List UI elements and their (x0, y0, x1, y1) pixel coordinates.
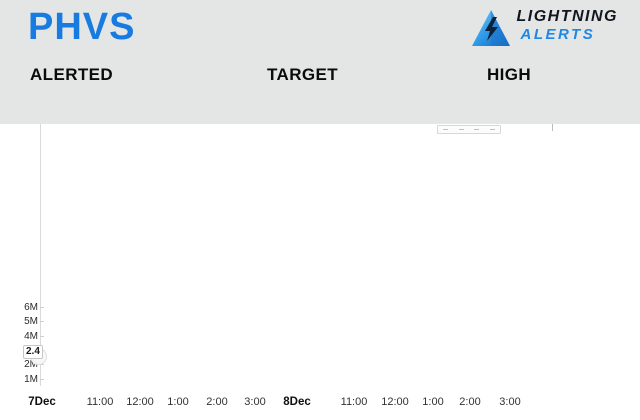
toolbar-glyph (443, 129, 449, 130)
chart-mini-toolbar[interactable] (437, 125, 501, 134)
toolbar-glyph (458, 129, 464, 130)
x-tick-label: 11:00 (86, 396, 114, 408)
lightning-bolt-triangle-icon (471, 10, 510, 46)
toolbar-glyph (474, 129, 480, 130)
x-tick-label: 12:00 (126, 396, 154, 408)
column-header-target: TARGET (267, 65, 339, 84)
x-tick-label: 11:00 (340, 396, 368, 408)
brand-name-top: LIGHTNING (516, 8, 618, 25)
y-tick-label: 6M (24, 302, 38, 313)
x-tick-label-day: 7Dec (28, 396, 56, 408)
y-tick-label: 2M (24, 359, 38, 370)
brand-text: LIGHTNING ALERTS (516, 8, 619, 43)
plot-right-tick (552, 124, 553, 131)
y-tick-label: 1M (24, 374, 38, 385)
toolbar-glyph (489, 129, 495, 130)
x-tick-label: 1:00 (167, 396, 189, 408)
header: PHVS LIGHTNING ALERTS ALERTED (0, 0, 640, 125)
x-tick-label: 3:00 (244, 396, 266, 408)
y-tick (40, 336, 44, 337)
x-tick-label-day: 8Dec (283, 396, 311, 408)
y-tick-label: 4M (24, 331, 38, 342)
y-tick (40, 321, 44, 322)
y-axis-value-marker: 2.4 (23, 345, 43, 359)
column-header-alerted: ALERTED (30, 65, 114, 84)
x-tick-label: 2:00 (206, 396, 228, 408)
ticker-symbol: PHVS (28, 6, 136, 48)
price-chart[interactable]: 6M 5M 4M 3M 2M 1M 2.4 7Dec 11:00 12:00 1… (0, 124, 640, 420)
y-tick-label: 5M (24, 316, 38, 327)
y-tick (40, 379, 44, 380)
brand-name-bottom: ALERTS (520, 26, 596, 43)
x-tick-label: 2:00 (459, 396, 481, 408)
y-tick (40, 364, 44, 365)
x-tick-label: 1:00 (422, 396, 444, 408)
brand-logo: LIGHTNING ALERTS (471, 9, 619, 47)
column-header-high: HIGH (487, 65, 532, 84)
y-tick (40, 307, 44, 308)
x-tick-label: 3:00 (499, 396, 521, 408)
x-tick-label: 12:00 (381, 396, 409, 408)
y-axis-line (40, 124, 41, 386)
